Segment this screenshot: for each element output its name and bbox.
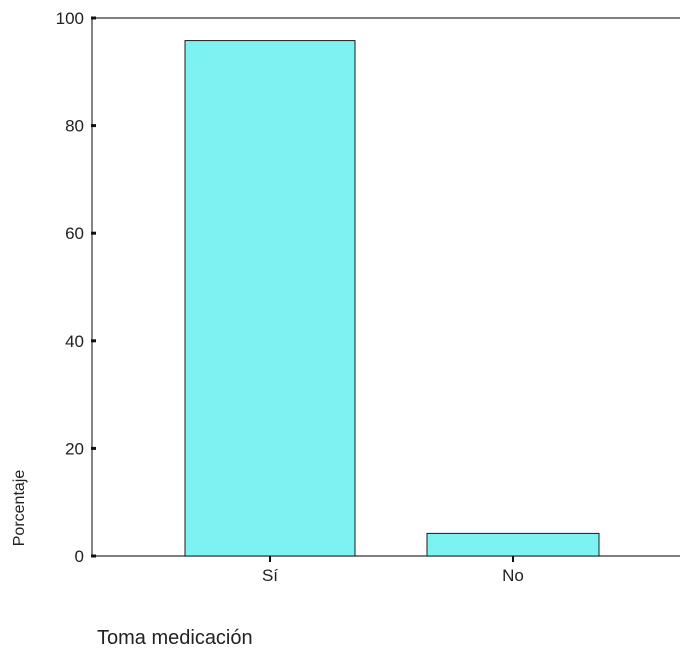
y-axis-ticks: 0 20 40 60 80 100 (56, 9, 96, 566)
y-tick-label: 40 (65, 332, 84, 351)
x-axis-ticks: Sí No (262, 556, 524, 585)
y-tick-label: 20 (65, 439, 84, 458)
bar-no (426, 532, 600, 557)
y-tick-label: 80 (65, 117, 84, 136)
bar-si (184, 40, 356, 557)
x-axis-title: Toma medicación (97, 627, 253, 649)
plot-frame (91, 17, 680, 557)
x-tick-label: No (502, 566, 524, 585)
y-tick-label: 0 (75, 547, 84, 566)
y-tick-label: 100 (56, 9, 84, 28)
x-tick-label: Sí (262, 566, 278, 585)
bars (184, 40, 600, 557)
y-axis-title: Porcentaje (11, 470, 28, 547)
y-tick-label: 60 (65, 224, 84, 243)
